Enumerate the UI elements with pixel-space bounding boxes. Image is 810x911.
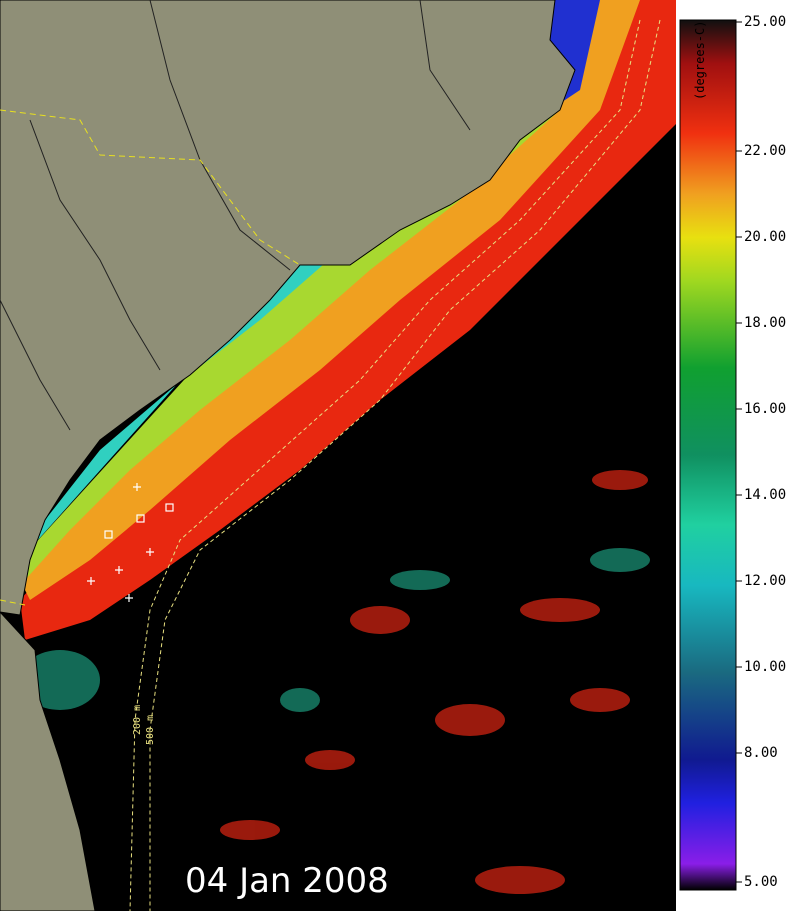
contour-label: 200 m xyxy=(132,705,143,735)
colorbar-tick-label: 5.00 xyxy=(744,874,778,890)
map: 200 m 500 m 04 Jan 2008 xyxy=(0,0,676,911)
colorbar-label: (degrees-C) xyxy=(693,21,707,100)
colorbar-tick-label: 14.00 xyxy=(744,487,786,503)
colorbar-tick-label: 22.00 xyxy=(744,143,786,159)
colorbar-tick-label: 20.00 xyxy=(744,229,786,245)
land xyxy=(0,0,576,911)
date-label: 04 Jan 2008 xyxy=(185,861,389,901)
colorbar-scale xyxy=(679,19,737,891)
colorbar-tick-label: 25.00 xyxy=(744,14,786,30)
offshore-patches xyxy=(220,470,648,894)
station-markers xyxy=(87,483,174,602)
colorbar-tick-label: 18.00 xyxy=(744,315,786,331)
state-lines xyxy=(0,109,301,606)
colorbar-tick-label: 10.00 xyxy=(744,659,786,675)
colorbar-tick-label: 8.00 xyxy=(744,745,778,761)
colorbar-tick-label: 12.00 xyxy=(744,573,786,589)
offshore-cool-patches xyxy=(20,548,650,712)
isobaths xyxy=(129,19,661,911)
contour-label: 500 m xyxy=(145,715,156,745)
colorbar-tick-label: 16.00 xyxy=(744,401,786,417)
colorbar: (degrees-C) xyxy=(679,19,737,891)
